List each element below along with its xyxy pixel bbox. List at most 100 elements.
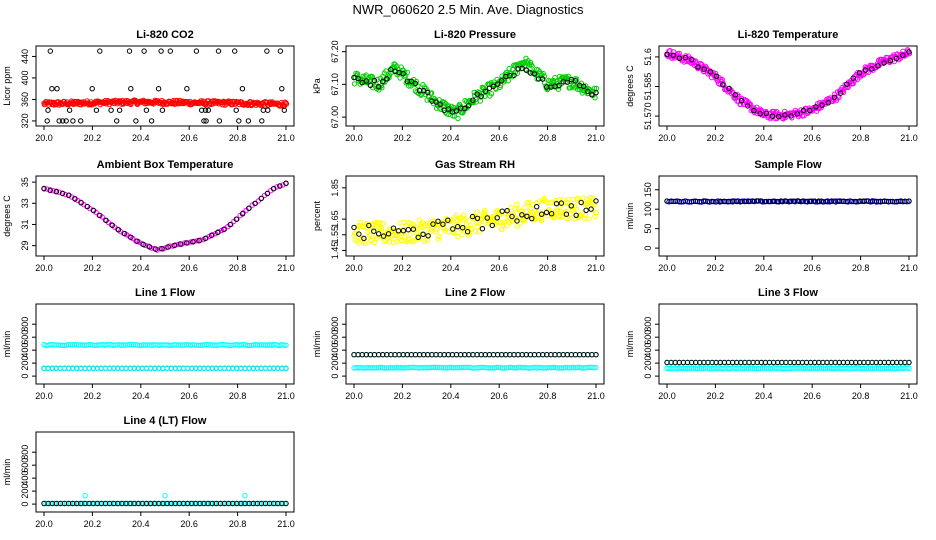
x-tick-label: 20.0 [35, 263, 53, 273]
data-point [572, 203, 578, 209]
data-point [355, 75, 361, 82]
data-point [572, 78, 579, 84]
data-point [835, 93, 841, 100]
data-point [208, 232, 215, 239]
y-tick-label: 67.20 [330, 40, 340, 63]
data-point [146, 244, 153, 250]
data-point [155, 86, 162, 92]
y-tick-label: 600 [330, 330, 340, 345]
data-point [103, 217, 109, 224]
x-tick-label: 20.0 [658, 133, 676, 143]
data-point [563, 74, 569, 80]
data-point [371, 225, 377, 232]
data-point [769, 113, 776, 119]
chart-title: Li-820 Pressure [434, 29, 516, 41]
data-point [371, 228, 377, 234]
data-point [70, 118, 76, 124]
data-point [56, 118, 62, 124]
data-point [270, 186, 277, 192]
y-axis-label: kPa [312, 78, 322, 94]
x-tick-label: 20.2 [394, 391, 412, 401]
y-tick-label: 800 [643, 317, 653, 332]
data-point [425, 233, 431, 239]
chart-title: Line 4 (LT) Flow [124, 415, 207, 427]
y-tick-label: 0 [643, 374, 653, 379]
data-point [433, 229, 439, 235]
data-point [128, 86, 134, 92]
data-point [881, 60, 887, 66]
data-point [575, 81, 581, 87]
x-tick-label: 21.0 [277, 263, 295, 273]
data-point [115, 227, 122, 233]
data-point [583, 83, 589, 89]
data-point [514, 201, 520, 208]
data-point [502, 77, 508, 83]
x-tick-label: 20.4 [755, 133, 773, 143]
plot-frame [345, 45, 605, 127]
plot-frame [35, 431, 295, 513]
data-point [587, 194, 594, 201]
data-point [378, 226, 385, 232]
x-tick-label: 20.8 [229, 263, 247, 273]
data-point [90, 207, 97, 214]
data-point [421, 84, 428, 90]
data-point [375, 84, 382, 90]
data-point [356, 231, 362, 237]
data-point [488, 91, 495, 97]
data-point [420, 231, 426, 238]
data-point [141, 48, 147, 54]
data-point [459, 231, 465, 238]
x-tick-label: 20.8 [852, 263, 870, 273]
data-point [159, 246, 165, 252]
data-point [460, 225, 466, 231]
series-green [351, 55, 600, 122]
data-point [593, 352, 599, 358]
data-point [572, 216, 578, 222]
x-tick-label: 21.0 [587, 391, 605, 401]
data-point [482, 93, 488, 100]
data-point [199, 107, 205, 113]
series-black [41, 500, 289, 507]
y-tick-label: 200 [330, 356, 340, 371]
data-point [351, 224, 357, 231]
y-tick-label: 600 [643, 330, 653, 345]
data-point [402, 233, 408, 239]
data-point [428, 90, 435, 96]
data-point [555, 208, 561, 214]
data-point [109, 222, 116, 229]
data-point [72, 196, 78, 202]
data-point [363, 78, 369, 84]
data-point [504, 208, 510, 214]
data-point [563, 211, 570, 217]
x-tick-label: 20.8 [229, 519, 247, 529]
x-tick-label: 20.0 [658, 263, 676, 273]
data-point [840, 89, 847, 96]
data-point [128, 234, 134, 241]
x-tick-label: 21.0 [587, 263, 605, 273]
y-tick-label: 0 [20, 374, 30, 379]
series-cyan [664, 365, 912, 372]
x-tick-label: 20.4 [132, 391, 150, 401]
data-point [464, 229, 471, 235]
data-point [377, 220, 383, 226]
series-black [44, 48, 287, 124]
data-point [453, 108, 460, 114]
data-point [543, 209, 550, 216]
series-black [351, 352, 599, 358]
x-tick-label: 20.6 [490, 391, 508, 401]
data-point [906, 359, 912, 366]
x-tick-label: 20.6 [803, 133, 821, 143]
data-point [564, 200, 571, 206]
chart-title: Gas Stream RH [435, 159, 515, 171]
x-tick-label: 21.0 [587, 133, 605, 143]
series-magenta [664, 47, 913, 122]
data-point [408, 78, 415, 84]
series-red [41, 97, 290, 110]
plot-frame [345, 303, 605, 385]
x-tick-label: 20.2 [84, 391, 102, 401]
data-point [233, 107, 239, 113]
